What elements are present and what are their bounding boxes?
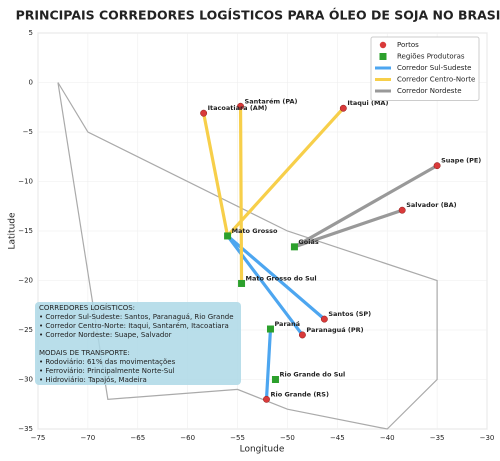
- point-label: Rio Grande do Sul: [279, 371, 345, 379]
- corridor-line: [202, 111, 230, 238]
- port-marker: [398, 206, 406, 214]
- port-marker: [237, 102, 244, 110]
- corridor-line: [238, 104, 244, 286]
- info-text: MODAIS DE TRANSPORTE:: [39, 349, 130, 357]
- x-tick-label: −30: [480, 434, 495, 442]
- point-label: Paraná: [274, 320, 300, 328]
- port-marker: [200, 109, 208, 117]
- port-marker: [339, 104, 347, 112]
- y-tick-label: −15: [18, 227, 33, 235]
- legend-box: [370, 36, 480, 101]
- legend-label: Corredor Centro-Norte: [397, 76, 475, 84]
- port-marker: [433, 162, 441, 170]
- point-label: Salvador (BA): [406, 201, 456, 209]
- x-tick-label: −60: [180, 434, 195, 442]
- region-marker: [266, 325, 274, 333]
- info-text: • Corredor Nordeste: Suape, Salvador: [39, 331, 172, 339]
- y-tick-label: −5: [23, 128, 33, 136]
- corridor-line: [225, 234, 326, 321]
- x-tick-label: −35: [430, 434, 445, 442]
- point-label: Mato Grosso: [232, 227, 278, 235]
- x-tick-label: −55: [230, 434, 245, 442]
- point-label: Itacoatiara (AM): [208, 104, 268, 112]
- info-text: • Corredor Centro-Norte: Itaqui, Santaré…: [39, 322, 229, 330]
- x-tick-label: −50: [280, 434, 295, 442]
- legend-marker: [379, 53, 387, 60]
- point-label: Paranaguá (PR): [306, 326, 363, 334]
- legend-label: Portos: [397, 41, 419, 49]
- point-label: Goiás: [298, 238, 318, 246]
- port-marker: [298, 331, 306, 339]
- point-label: Mato Grosso do Sul: [246, 274, 317, 282]
- y-tick-label: −10: [18, 178, 33, 186]
- x-tick-label: −70: [80, 434, 95, 442]
- region-marker: [238, 279, 246, 287]
- point-label: Santos (SP): [328, 310, 371, 318]
- y-tick-label: −25: [18, 326, 33, 334]
- y-tick-label: −20: [18, 277, 33, 285]
- corridor-line: [264, 327, 273, 401]
- info-text: • Corredor Sul-Sudeste: Santos, Paranagu…: [39, 313, 234, 321]
- port-marker: [320, 315, 328, 323]
- x-tick-label: −45: [330, 434, 345, 442]
- chart-title: PRINCIPAIS CORREDORES LOGÍSTICOS PARA ÓL…: [16, 8, 500, 23]
- y-tick-label: 5: [29, 29, 33, 37]
- info-text: • Rodoviário: 61% das movimentações: [39, 358, 176, 366]
- info-box: [35, 302, 241, 385]
- legend-label: Regiões Produtoras: [397, 53, 465, 61]
- region-marker: [271, 376, 279, 383]
- legend-marker: [379, 41, 387, 49]
- point-label: Itaqui (MA): [347, 99, 388, 107]
- info-text: • Ferroviário: Principalmente Norte-Sul: [39, 367, 175, 375]
- point-label: Rio Grande (RS): [270, 390, 328, 398]
- x-axis-label: Longitude: [240, 445, 285, 455]
- corridor-line: [292, 208, 404, 249]
- x-tick-label: −40: [380, 434, 395, 442]
- corridor-line: [225, 106, 345, 238]
- region-marker: [224, 232, 232, 240]
- y-tick-label: −30: [18, 376, 33, 384]
- y-tick-label: 0: [29, 79, 33, 87]
- legend-label: Corredor Nordeste: [397, 87, 462, 95]
- info-text: CORREDORES LOGÍSTICOS:: [39, 303, 135, 312]
- x-tick-label: −75: [31, 434, 46, 442]
- info-text: • Hidroviário: Tapajós, Madeira: [39, 376, 147, 384]
- region-marker: [290, 243, 298, 251]
- y-tick-label: −35: [18, 425, 33, 433]
- outline: [57, 82, 438, 430]
- legend-label: Corredor Sul-Sudeste: [397, 64, 471, 72]
- point-label: Santarém (PA): [245, 97, 298, 105]
- port-marker: [263, 395, 270, 403]
- x-tick-label: −65: [130, 434, 145, 442]
- y-axis-label: Latitude: [8, 212, 18, 250]
- point-label: Suape (PE): [441, 157, 481, 165]
- corridor-line: [292, 164, 439, 249]
